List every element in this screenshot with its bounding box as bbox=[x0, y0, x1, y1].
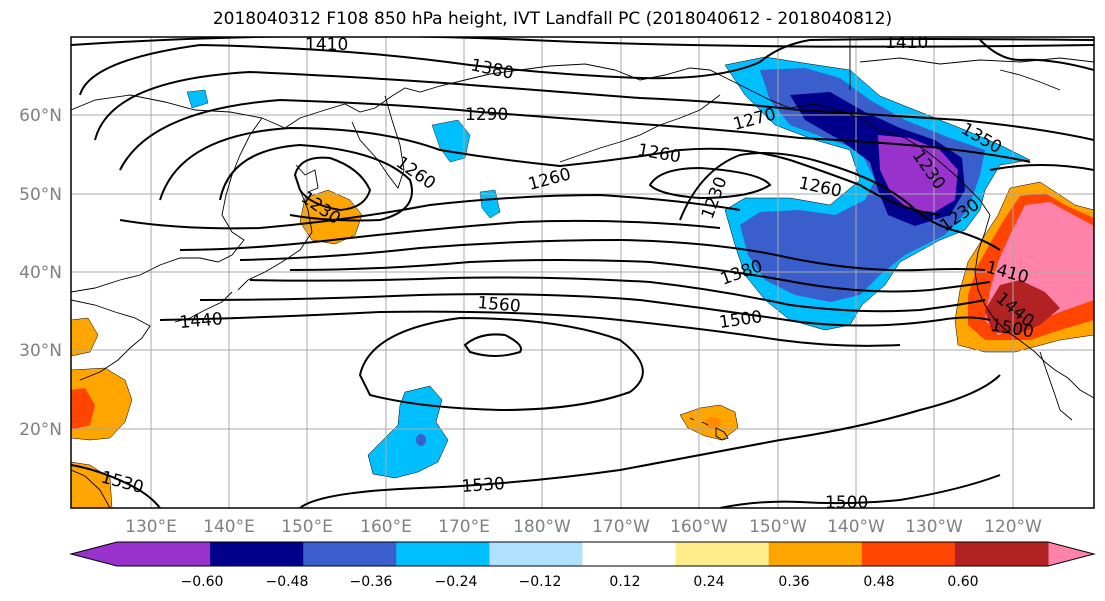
colorbar-bin bbox=[675, 542, 770, 566]
colorbar-bin bbox=[210, 542, 304, 566]
lat-label: 60°N bbox=[19, 106, 62, 126]
longitude-labels: 130°E 140°E 150°E 160°E 170°E 180°W 170°… bbox=[125, 517, 1042, 537]
contour-label: 1410 bbox=[305, 35, 348, 55]
contour-label: 1290 bbox=[465, 105, 508, 125]
lat-label: 40°N bbox=[19, 263, 62, 283]
colorbar-tick: 0.24 bbox=[693, 574, 724, 590]
lon-label: 160°W bbox=[670, 517, 728, 537]
colorbar-tick-labels: −0.60 −0.48 −0.36 −0.24 −0.12 0.12 0.24 … bbox=[181, 574, 979, 590]
lon-label: 150°E bbox=[281, 517, 333, 537]
contour-label: 1530 bbox=[461, 474, 506, 497]
contour-label: 1440 bbox=[179, 309, 224, 333]
lat-label: 50°N bbox=[19, 185, 62, 205]
colorbar-tick: 0.48 bbox=[863, 574, 894, 590]
colorbar-left-extension bbox=[71, 542, 117, 566]
lat-label: 30°N bbox=[19, 341, 62, 361]
ivt-region-central-pacific bbox=[367, 385, 449, 479]
colorbar-tick: −0.12 bbox=[519, 574, 562, 590]
colorbar-tick: 0.60 bbox=[947, 574, 978, 590]
lon-label: 140°E bbox=[203, 517, 255, 537]
lon-label: 160°E bbox=[360, 517, 412, 537]
colorbar-tick: −0.48 bbox=[266, 574, 309, 590]
latitude-labels: 60°N 50°N 40°N 30°N 20°N bbox=[19, 106, 62, 440]
map-plot-area: 1410 1380 1290 1260 1230 1260 1260 1230 … bbox=[71, 33, 1094, 513]
lon-label: 130°W bbox=[905, 517, 963, 537]
colorbar-bin bbox=[489, 542, 583, 566]
contour-label: 1410 bbox=[885, 33, 928, 53]
ivt-region-purple bbox=[878, 135, 958, 212]
colorbar-bin bbox=[117, 542, 211, 566]
contour-label: 1560 bbox=[477, 293, 522, 317]
lon-label: 120°W bbox=[984, 517, 1042, 537]
lon-label: 170°W bbox=[592, 517, 650, 537]
colorbar-bin bbox=[582, 542, 677, 566]
lon-label: 140°W bbox=[827, 517, 885, 537]
map-frame bbox=[70, 36, 1095, 509]
ivt-region-kamchatka bbox=[431, 119, 471, 163]
contour-label: 1500 bbox=[825, 493, 868, 513]
colorbar-tick: 0.12 bbox=[609, 574, 640, 590]
colorbar-right-extension bbox=[1048, 542, 1094, 566]
colorbar: −0.60 −0.48 −0.36 −0.24 −0.12 0.12 0.24 … bbox=[69, 541, 1096, 590]
colorbar-tick: −0.60 bbox=[181, 574, 224, 590]
lon-label: 130°E bbox=[125, 517, 177, 537]
colorbar-bin bbox=[303, 542, 397, 566]
coastlines bbox=[71, 37, 1094, 508]
colorbar-tick: −0.36 bbox=[350, 574, 393, 590]
ivt-region-west-coast-dark-red bbox=[985, 280, 1060, 335]
colorbar-tick: −0.24 bbox=[435, 574, 478, 590]
lon-label: 150°W bbox=[749, 517, 807, 537]
colorbar-bin bbox=[768, 542, 863, 566]
colorbar-bin bbox=[954, 542, 1049, 566]
colorbar-outline bbox=[69, 541, 1096, 567]
lat-label: 20°N bbox=[19, 420, 62, 440]
lon-label: 180°W bbox=[513, 517, 571, 537]
lon-label: 170°E bbox=[438, 517, 490, 537]
height-contours bbox=[71, 37, 1094, 508]
colorbar-bin bbox=[861, 542, 956, 566]
ivt-positive-shading bbox=[71, 181, 1094, 508]
colorbar-bin bbox=[396, 542, 490, 566]
colorbar-tick: 0.36 bbox=[778, 574, 809, 590]
ivt-region-medium-blue bbox=[740, 68, 985, 302]
graticule bbox=[71, 37, 1094, 508]
map-title: 2018040312 F108 850 hPa height, IVT Land… bbox=[212, 9, 893, 29]
